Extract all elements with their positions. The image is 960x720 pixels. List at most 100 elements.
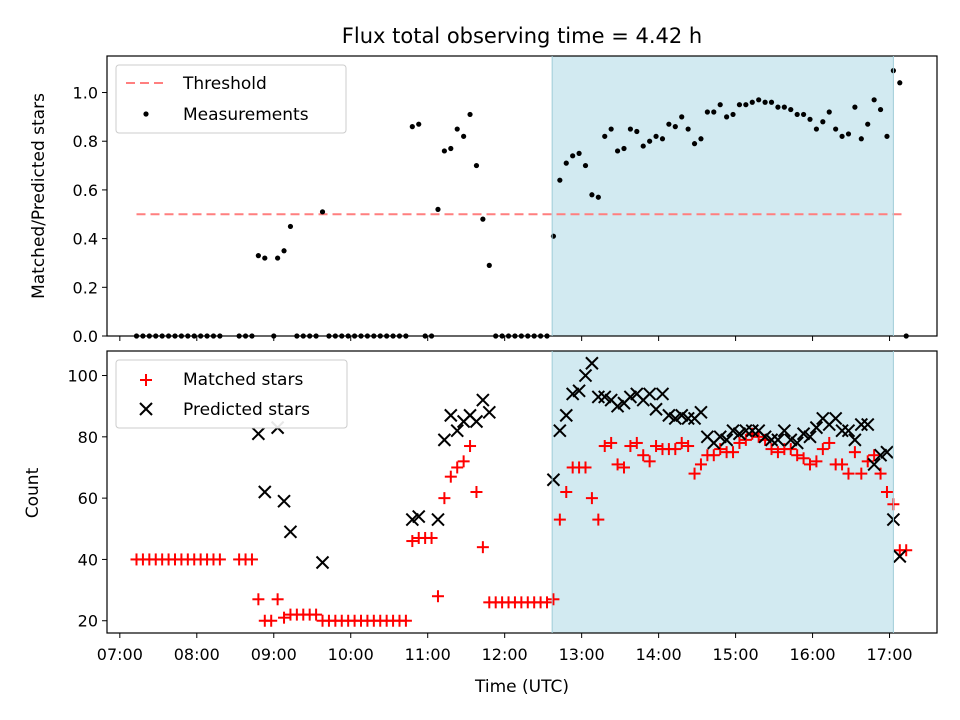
predicted-stars-point [405, 512, 420, 527]
x-tick-label: 10:00 [328, 645, 374, 664]
measurements-legend-swatch [143, 111, 149, 117]
measurement-point [557, 177, 563, 183]
predicted-stars-point [745, 423, 759, 438]
measurement-point [852, 104, 858, 110]
measurement-point [647, 138, 653, 144]
measurement-point [281, 248, 287, 254]
matched-stars-point [855, 467, 868, 480]
matched-stars-point [733, 436, 746, 449]
predicted-stars-legend-label: Predicted stars [183, 400, 310, 420]
matched-stars-point [278, 611, 291, 624]
matched-stars-point [630, 436, 643, 449]
predicted-stars-point [578, 368, 593, 383]
measurement-point [435, 206, 441, 212]
measurement-point [724, 114, 730, 120]
measurement-point [287, 223, 294, 230]
measurement-point [691, 141, 698, 147]
measurement-point [595, 194, 601, 200]
predicted-stars-point [623, 390, 638, 404]
predicted-stars-point [790, 436, 804, 450]
measurement-point [589, 192, 595, 198]
top-panel: 0.0 0.2 0.4 0.6 0.8 1.0 Matched/Predicted sta… [29, 55, 938, 346]
bottom-axes-frame [106, 350, 938, 634]
matched-stars-point [547, 593, 560, 606]
predicted-stars-point [565, 387, 580, 401]
predicted-stars-point [719, 433, 734, 447]
matched-stars-point [265, 614, 278, 627]
matched-stars-point [560, 486, 573, 498]
measurement-point [679, 114, 685, 120]
predicted-stars-point [867, 457, 881, 472]
bottom-x-ticks: 07:00 08:00 09:00 10:00 11:00 12:00 13:00 14:00… [97, 633, 913, 664]
measurement-point [794, 111, 800, 118]
y-tick-label: 0.6 [73, 181, 98, 200]
matched-stars-point [438, 492, 451, 505]
matched-stars-point [803, 458, 816, 471]
matched-stars-point [682, 440, 695, 453]
predicted-stars-point [796, 427, 811, 441]
measurement-point [480, 216, 486, 222]
measurement-point [262, 255, 268, 261]
measurement-point [897, 80, 903, 86]
matched-stars-point [431, 590, 444, 603]
predicted-stars-point [777, 423, 792, 438]
predicted-stars-point [469, 414, 484, 429]
predicted-stars-legend-swatch [139, 402, 153, 416]
measurement-point [717, 102, 723, 108]
predicted-stars-point [482, 405, 496, 420]
measurement-point [711, 109, 717, 115]
x-tick-label: 17:00 [866, 645, 912, 664]
matched-stars-point [810, 455, 823, 468]
top-legend: Threshold Measurements [115, 64, 347, 134]
matched-stars-point [900, 544, 913, 557]
matched-stars-point [842, 467, 855, 480]
measurement-point [704, 109, 710, 115]
matched-stars-point [643, 455, 656, 468]
matched-stars-point [451, 461, 464, 474]
y-tick-label: 0.4 [73, 230, 98, 249]
measurement-point [756, 97, 762, 103]
y-tick-label: 100 [67, 367, 98, 386]
x-tick-label: 16:00 [790, 645, 836, 664]
matched-stars-point [406, 535, 419, 548]
predicted-stars-point [277, 494, 291, 508]
measurement-point [461, 133, 467, 139]
predicted-stars-point [559, 408, 573, 423]
predicted-stars-point [726, 423, 740, 438]
predicted-stars-point [450, 423, 464, 438]
predicted-stars-point [694, 405, 708, 420]
predicted-stars-point [880, 445, 894, 459]
measurement-points [133, 68, 909, 339]
predicted-stars-point [251, 427, 266, 441]
measurement-point [409, 124, 415, 130]
measurement-point [845, 131, 852, 137]
predicted-stars-point [649, 402, 663, 416]
measurements-legend-label: Measurements [183, 105, 309, 125]
matched-stars-legend-label: Matched stars [183, 370, 303, 390]
predicted-stars-point [713, 430, 727, 444]
matched-stars-point [624, 440, 637, 453]
y-tick-label: 1.0 [73, 84, 98, 103]
measurement-point [672, 124, 678, 130]
predicted-stars-point [739, 423, 753, 438]
measurement-point [486, 262, 492, 268]
predicted-stars-points [251, 356, 907, 570]
matched-stars-point [784, 443, 797, 456]
matched-stars-point [470, 486, 483, 498]
matched-stars-point [797, 452, 810, 465]
measurement-point [319, 209, 326, 215]
matched-stars-point [675, 436, 688, 449]
measurement-point [698, 136, 704, 142]
predicted-stars-point [764, 433, 779, 447]
measurement-point [877, 106, 884, 113]
matched-stars-point [727, 446, 740, 459]
x-tick-label: 13:00 [559, 645, 605, 664]
matched-stars-point [617, 461, 630, 474]
measurement-point [833, 126, 839, 132]
predicted-stars-point [784, 433, 798, 447]
measurement-point [441, 148, 447, 154]
matched-stars-point [457, 455, 470, 468]
predicted-stars-point [546, 473, 561, 487]
y-tick-label: 0.8 [73, 132, 98, 151]
measurement-point [255, 253, 261, 259]
